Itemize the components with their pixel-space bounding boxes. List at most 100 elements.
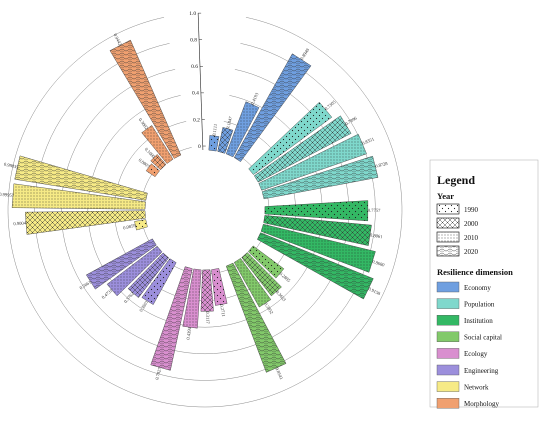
value-label: 0.3653	[275, 289, 288, 302]
dimension-swatch	[436, 315, 460, 326]
dimension-label: Economy	[464, 284, 491, 292]
bar-pattern	[248, 102, 332, 175]
bar-pattern	[262, 156, 379, 199]
bar-pattern	[86, 238, 157, 290]
bar-pattern	[226, 263, 287, 373]
year-label: 1990	[464, 206, 479, 214]
value-label: 0.3852	[263, 302, 274, 316]
year-swatch-pattern	[436, 231, 460, 243]
value-label: 0.8541	[274, 367, 284, 381]
value-label: 0.9004	[13, 220, 27, 226]
bar-pattern	[141, 258, 177, 305]
dimension-label: Morphology	[464, 400, 500, 408]
value-label: 0.7896	[344, 115, 358, 126]
bar-pattern	[263, 215, 372, 246]
bar-series	[11, 39, 379, 373]
dimension-label: Population	[464, 300, 495, 308]
bar-pattern	[258, 134, 367, 191]
value-label: 0.5661	[79, 279, 93, 290]
bar-pattern	[234, 53, 312, 162]
radial-axis: 0 0.2 0.4 0.6 0.8 1.0	[189, 11, 206, 151]
year-label: 2010	[464, 234, 479, 242]
tick-label: 0.8	[190, 38, 197, 44]
bar-pattern	[254, 115, 352, 183]
legend: Legend Year 1990 2000 2010 2020 Resilience dim…	[429, 159, 539, 409]
bar-pattern	[146, 163, 160, 177]
tick-label: 0	[198, 144, 201, 150]
dimension-swatch	[436, 298, 460, 309]
dimension-label: Engineering	[464, 367, 499, 375]
bar-pattern	[217, 127, 233, 154]
value-label: 0.2885	[279, 271, 292, 283]
dimension-label: Network	[464, 383, 489, 391]
tick-label: 0.2	[193, 117, 200, 123]
dimension-swatch	[436, 398, 460, 409]
tick-label: 1.0	[189, 11, 196, 17]
value-label: 0.7757	[368, 208, 381, 213]
bar-pattern	[248, 245, 284, 279]
value-label: 0.99957	[0, 192, 15, 198]
bar-pattern	[182, 268, 202, 329]
value-label: 0.7305	[324, 99, 337, 111]
value-label: 0.3117	[205, 311, 210, 324]
year-label: 2000	[464, 220, 479, 228]
value-label: 0.7827	[154, 366, 162, 380]
bar-pattern	[261, 224, 376, 273]
bar-pattern	[25, 210, 146, 235]
legend-dimension-title: Resilience dimension	[437, 267, 513, 277]
dimension-swatch	[436, 281, 460, 293]
value-label: 0.8728	[375, 161, 389, 169]
value-label: 0.9442	[113, 33, 124, 47]
value-label: 0.3601	[138, 299, 149, 313]
legend-title: Legend	[437, 173, 475, 187]
value-label: 0.99835	[3, 162, 19, 170]
value-label: 0.8351	[361, 136, 375, 146]
bar-pattern	[226, 101, 260, 157]
bar-pattern	[150, 154, 166, 170]
dimension-swatch	[436, 348, 460, 359]
bar-pattern	[241, 252, 282, 296]
bar-pattern	[234, 258, 271, 308]
dimension-label: Institution	[464, 317, 493, 325]
bar-pattern	[128, 252, 169, 298]
bar-pattern	[211, 268, 228, 306]
year-label: 2020	[464, 248, 479, 256]
value-label: 0.4193	[250, 91, 260, 105]
legend-box	[429, 159, 539, 408]
value-label: 0.1111	[212, 123, 219, 136]
dimension-swatch	[436, 331, 460, 342]
value-label: 0.2711	[219, 304, 226, 318]
value-label: 0.3002	[138, 117, 150, 131]
value-label: 0.8680	[372, 259, 386, 268]
year-swatch-pattern	[436, 245, 460, 257]
legend-year-title: Year	[437, 191, 454, 201]
year-swatch-pattern	[436, 217, 460, 229]
dimension-label: Ecology	[464, 350, 488, 358]
value-label: 0.4394	[186, 326, 193, 340]
tick-label: 0.6	[191, 64, 198, 70]
bar-pattern	[107, 246, 163, 296]
tick-label: 0.4	[192, 91, 199, 97]
bar-pattern	[208, 135, 220, 152]
bar-pattern	[12, 183, 146, 210]
dimension-swatch	[436, 364, 460, 376]
year-swatch-pattern	[436, 203, 460, 215]
radial-axis-line	[197, 13, 204, 151]
value-label: 0.9158	[368, 286, 382, 296]
value-label: 0.1847	[225, 115, 233, 129]
bar-pattern	[134, 219, 148, 231]
value-label: 0.8949	[299, 47, 310, 61]
dimension-label: Social capital	[464, 334, 502, 342]
value-label: 0.8061	[370, 232, 384, 239]
bar-pattern	[200, 269, 214, 312]
bar-pattern	[264, 200, 368, 221]
bar-pattern	[109, 40, 181, 159]
bar-pattern	[14, 155, 148, 201]
bar-pattern	[257, 232, 374, 300]
dimension-swatch	[436, 381, 460, 392]
value-label: 0.0859	[123, 223, 137, 231]
bar-pattern	[141, 125, 174, 164]
bar-pattern	[150, 266, 193, 371]
